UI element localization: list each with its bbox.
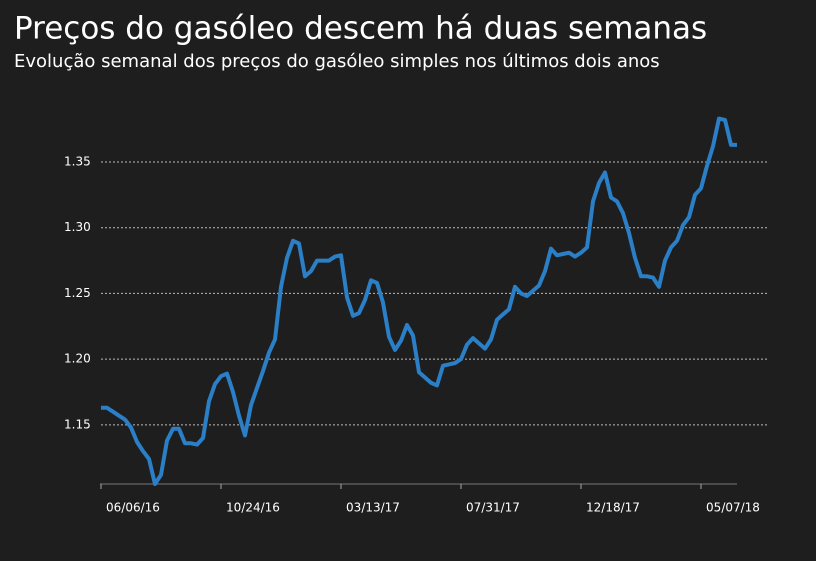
y-tick-label: 1.35 (64, 154, 91, 168)
x-tick-label: 06/06/16 (106, 501, 160, 515)
y-tick-label: 1.30 (64, 220, 91, 234)
x-tick-label: 07/31/17 (466, 501, 520, 515)
chart-subtitle: Evolução semanal dos preços do gasóleo s… (14, 51, 660, 72)
y-tick-label: 1.20 (64, 352, 91, 366)
price-line (101, 116, 737, 486)
x-tick-label: 05/07/18 (706, 501, 760, 515)
y-tick-label: 1.25 (64, 286, 91, 300)
x-tick-label: 12/18/17 (586, 501, 640, 515)
x-tick-label: 03/13/17 (346, 501, 400, 515)
chart-title: Preços do gasóleo descem há duas semanas (14, 11, 707, 47)
y-tick-label: 1.15 (64, 417, 91, 431)
x-tick-label: 10/24/16 (226, 501, 280, 515)
